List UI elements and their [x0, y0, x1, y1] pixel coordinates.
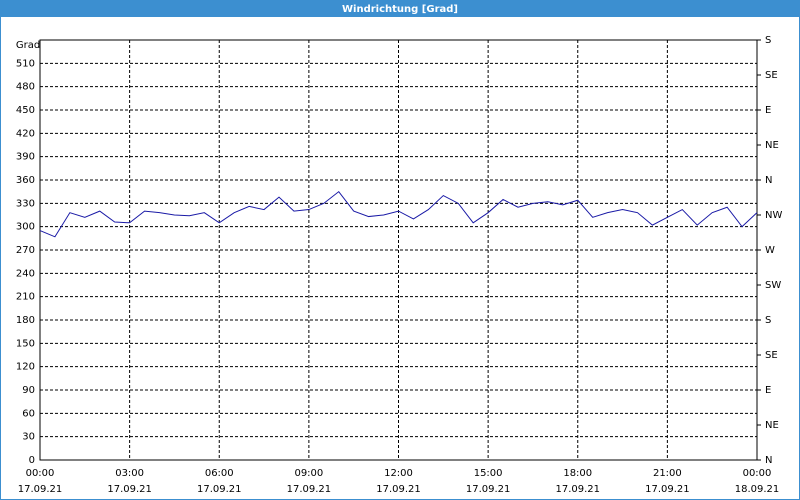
x-tick-label: 12:00	[384, 468, 413, 479]
y2-tick-label: E	[765, 105, 771, 116]
y-tick-label: 330	[16, 198, 35, 209]
x-tick-label: 15:00	[474, 468, 503, 479]
y2-tick-label: SE	[765, 350, 778, 361]
y2-tick-label: W	[765, 245, 775, 256]
x-tick-label: 09:00	[294, 468, 323, 479]
chart-title: Windrichtung [Grad]	[342, 4, 458, 15]
y-tick-label: 390	[16, 152, 35, 163]
x-tick-date: 17.09.21	[555, 484, 600, 495]
y-tick-label: 0	[29, 455, 35, 466]
y-tick-label: 510	[16, 58, 35, 69]
y-tick-label: 30	[22, 432, 35, 443]
y-tick-label: 120	[16, 362, 35, 373]
y-tick-label: 480	[16, 82, 35, 93]
y2-tick-label: SW	[765, 280, 781, 291]
x-tick-date: 17.09.21	[287, 484, 332, 495]
y2-tick-label: N	[765, 455, 772, 466]
y2-tick-label: S	[765, 35, 771, 46]
x-tick-date: 17.09.21	[466, 484, 511, 495]
x-tick-date: 18.09.21	[735, 484, 780, 495]
y-tick-label: 150	[16, 338, 35, 349]
y-tick-label: 300	[16, 222, 35, 233]
y-tick-label: 420	[16, 128, 35, 139]
x-tick-date: 17.09.21	[645, 484, 690, 495]
x-tick-date: 17.09.21	[107, 484, 152, 495]
y-tick-label: 240	[16, 268, 35, 279]
y-axis-label: Grad	[16, 40, 40, 51]
x-tick-label: 06:00	[205, 468, 234, 479]
y2-tick-label: E	[765, 385, 771, 396]
y-tick-label: 210	[16, 292, 35, 303]
y2-tick-label: N	[765, 175, 772, 186]
y-tick-label: 90	[22, 385, 35, 396]
x-tick-date: 17.09.21	[197, 484, 242, 495]
x-tick-date: 17.09.21	[18, 484, 63, 495]
x-tick-label: 00:00	[743, 468, 772, 479]
x-tick-label: 03:00	[115, 468, 144, 479]
x-tick-label: 18:00	[563, 468, 592, 479]
x-tick-label: 21:00	[653, 468, 682, 479]
y-tick-label: 270	[16, 245, 35, 256]
y2-tick-label: NW	[765, 210, 782, 221]
y-tick-label: 450	[16, 105, 35, 116]
y2-tick-label: NE	[765, 140, 779, 151]
y2-tick-label: SE	[765, 70, 778, 81]
x-tick-date: 17.09.21	[376, 484, 421, 495]
y-tick-label: 180	[16, 315, 35, 326]
title-bar	[0, 0, 800, 17]
y-tick-label: 60	[22, 408, 35, 419]
y2-tick-label: NE	[765, 420, 779, 431]
y-tick-label: 360	[16, 175, 35, 186]
y2-tick-label: S	[765, 315, 771, 326]
x-tick-label: 00:00	[26, 468, 55, 479]
data-line	[39, 190, 758, 238]
